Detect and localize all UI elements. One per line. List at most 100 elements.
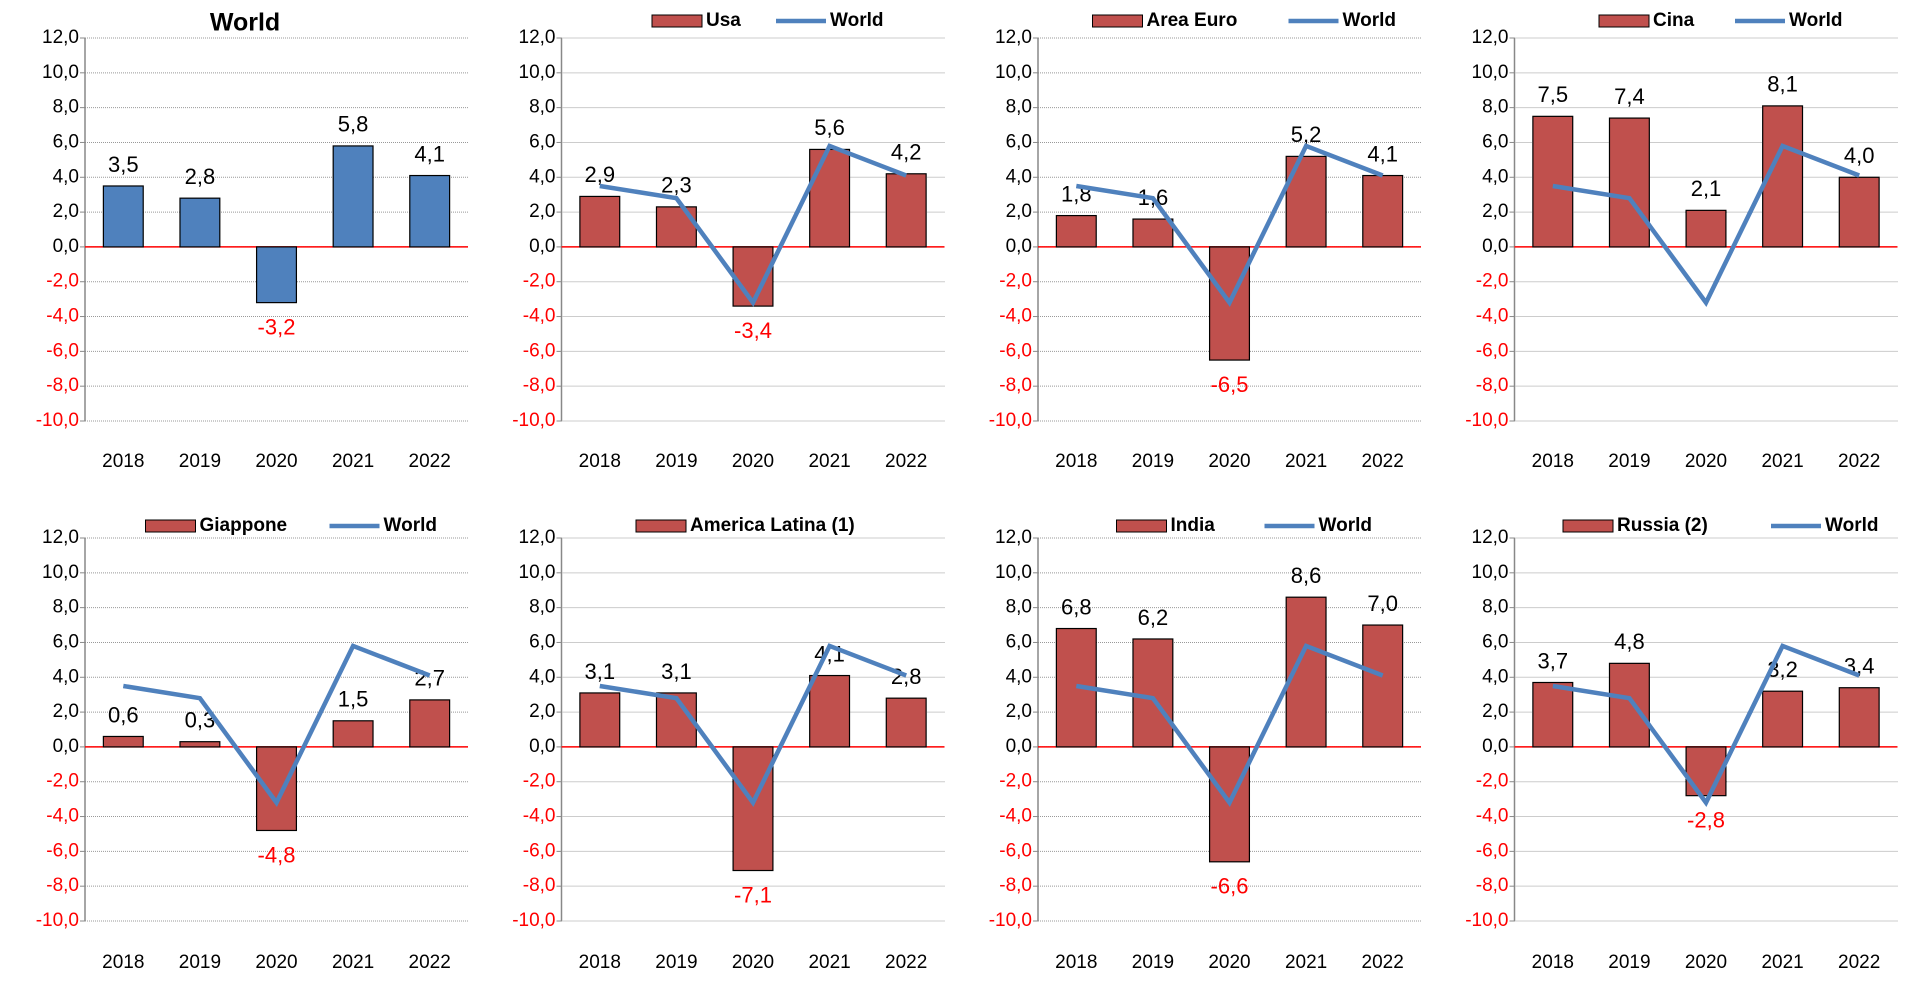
y-tick-label: 2,0	[1006, 701, 1032, 722]
y-tick-label: 0,0	[53, 736, 79, 757]
bar	[102, 185, 144, 248]
x-tick-label: 2020	[732, 451, 774, 472]
y-tick-label: -6,0	[1476, 840, 1509, 861]
y-tick-label: 6,0	[529, 131, 555, 152]
x-tick-label: 2022	[885, 952, 927, 973]
x-tick-label: 2019	[1608, 952, 1650, 973]
legend-label: World	[1825, 515, 1878, 536]
x-tick-label: 2020	[255, 952, 297, 973]
y-tick-label: -8,0	[999, 375, 1032, 396]
value-label: 7,4	[1614, 84, 1645, 109]
bar	[1132, 218, 1174, 248]
value-label: 4,0	[1844, 143, 1875, 168]
legend-label: World	[830, 10, 883, 31]
value-label: -6,6	[1211, 874, 1249, 899]
x-tick-label: 2022	[1838, 451, 1880, 472]
y-tick-label: -10,0	[1465, 410, 1508, 431]
y-tick-label: 0,0	[529, 736, 555, 757]
value-label: 4,1	[1367, 141, 1398, 166]
y-tick-label: -10,0	[989, 410, 1032, 431]
y-tick-label: -2,0	[999, 271, 1032, 292]
y-tick-label: 4,0	[529, 666, 555, 687]
value-label: -7,1	[734, 882, 772, 907]
legend-label: Giappone	[200, 515, 288, 536]
bar	[1685, 209, 1727, 248]
bar	[1532, 115, 1574, 248]
value-label: -3,2	[258, 314, 296, 339]
y-tick-label: 8,0	[1006, 597, 1032, 618]
y-tick-label: -4,0	[999, 806, 1032, 827]
x-tick-label: 2021	[1761, 451, 1803, 472]
value-label: 2,3	[661, 173, 692, 198]
legend-label: Usa	[706, 10, 741, 31]
y-tick-label: 12,0	[42, 527, 79, 548]
bar	[1362, 624, 1404, 748]
y-tick-label: 10,0	[519, 562, 556, 583]
value-label: -6,5	[1211, 372, 1249, 397]
value-label: 7,0	[1367, 591, 1398, 616]
y-tick-label: 2,0	[529, 701, 555, 722]
value-label: 4,2	[891, 140, 922, 165]
y-tick-label: -6,0	[46, 840, 79, 861]
y-tick-label: -4,0	[1476, 806, 1509, 827]
bar	[579, 692, 621, 748]
value-label: 8,6	[1291, 563, 1322, 588]
x-tick-label: 2020	[1208, 451, 1250, 472]
value-label: 0,6	[108, 702, 139, 727]
y-tick-label: 12,0	[995, 27, 1032, 48]
legend-swatch	[1092, 14, 1143, 28]
y-tick-label: 4,0	[529, 166, 555, 187]
legend-label: World	[1789, 10, 1842, 31]
x-tick-label: 2019	[1132, 952, 1174, 973]
legend-swatch	[1562, 519, 1614, 533]
legend-swatch	[651, 14, 703, 28]
x-tick-label: 2022	[1362, 451, 1404, 472]
line	[122, 643, 431, 807]
y-tick-label: -2,0	[46, 271, 79, 292]
y-tick-label: -6,0	[999, 340, 1032, 361]
y-tick-label: 12,0	[519, 27, 556, 48]
bar	[255, 746, 298, 832]
y-tick-label: -6,0	[1476, 340, 1509, 361]
x-tick-label: 2018	[1055, 451, 1097, 472]
y-tick-label: 6,0	[529, 631, 555, 652]
x-tick-label: 2022	[1838, 952, 1880, 973]
y-tick-label: 10,0	[1472, 562, 1509, 583]
x-tick-label: 2021	[808, 451, 850, 472]
bar	[1762, 690, 1804, 748]
bar	[332, 720, 374, 748]
y-tick-label: 4,0	[1482, 166, 1508, 187]
y-tick-label: 10,0	[519, 62, 556, 83]
value-label: 6,8	[1061, 594, 1092, 619]
y-tick-label: -4,0	[46, 806, 79, 827]
y-tick-label: 4,0	[1482, 666, 1508, 687]
y-tick-label: 10,0	[42, 62, 79, 83]
x-tick-label: 2021	[1761, 952, 1803, 973]
x-tick-label: 2022	[1362, 952, 1404, 973]
bar	[1608, 662, 1650, 748]
y-tick-label: 4,0	[1006, 666, 1032, 687]
x-tick-label: 2019	[1608, 451, 1650, 472]
bar	[809, 674, 851, 748]
y-tick-label: 10,0	[42, 562, 79, 583]
value-label: 3,1	[661, 659, 692, 684]
y-tick-label: -2,0	[523, 771, 556, 792]
y-tick-label: 4,0	[53, 166, 79, 187]
x-tick-label: 2020	[1685, 451, 1727, 472]
x-tick-label: 2019	[179, 952, 221, 973]
x-tick-label: 2018	[102, 451, 144, 472]
y-tick-label: 8,0	[53, 97, 79, 118]
value-label: 4,8	[1614, 629, 1645, 654]
x-tick-label: 2020	[732, 952, 774, 973]
y-tick-label: 8,0	[1482, 97, 1508, 118]
value-label: 2,8	[891, 664, 922, 689]
y-tick-label: 0,0	[1006, 736, 1032, 757]
y-tick-label: 8,0	[1006, 97, 1032, 118]
bar	[885, 173, 927, 248]
legend-label: World	[1319, 515, 1372, 536]
bar	[409, 174, 451, 248]
y-tick-label: 8,0	[529, 597, 555, 618]
y-tick-label: 12,0	[519, 527, 556, 548]
y-tick-label: -4,0	[523, 306, 556, 327]
y-tick-label: 12,0	[1472, 27, 1509, 48]
